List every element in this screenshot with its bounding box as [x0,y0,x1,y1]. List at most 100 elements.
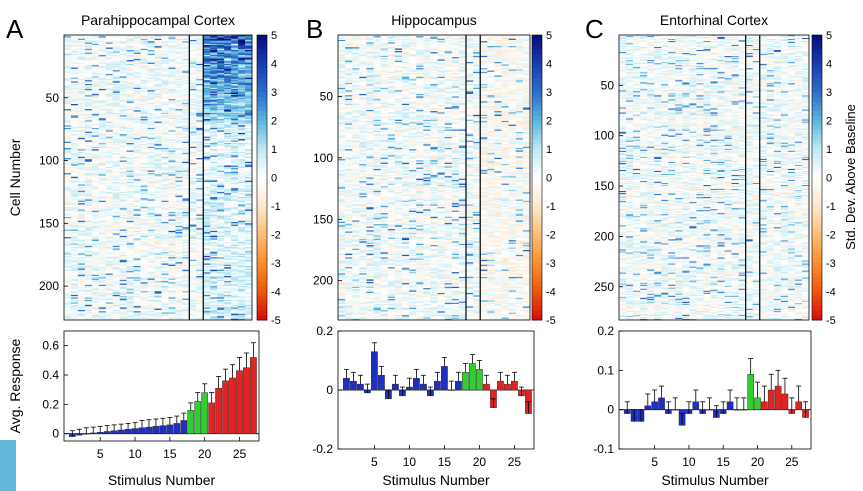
heatmap-cell [245,99,253,101]
heatmap-cell [189,185,197,188]
heatmap-cell [196,166,204,169]
heatmap-cell [105,112,114,115]
heatmap-cell [203,163,211,165]
heatmap-cell [175,171,183,174]
heatmap-cell [64,77,72,80]
heatmap-cell [161,127,169,130]
heatmap-cell [210,105,218,107]
heatmap-cell [203,53,211,56]
heatmap-cell [203,48,211,51]
heatmap-cell [98,145,107,148]
heatmap-cell [112,165,120,168]
heatmap-cell [140,166,148,169]
heatmap-cell [175,161,183,164]
heatmap-cell [196,156,204,159]
heatmap-cell [224,58,232,61]
heatmap-cell [182,191,190,194]
heatmap-cell [105,81,114,84]
heatmap-cell [133,97,141,100]
heatmap-cell [105,101,114,104]
heatmap-cell [91,63,100,66]
heatmap-cell [182,55,190,57]
heatmap-cell [98,77,107,80]
heatmap-cell [133,73,141,76]
heatmap-cell [217,75,225,77]
heatmap-cell [70,109,79,111]
heatmap-cell [168,76,176,78]
heatmap-cell [119,102,127,105]
heatmap-cell [154,149,162,151]
heatmap-cell [77,154,86,156]
heatmap-cell [98,136,107,139]
heatmap-cell [147,35,155,37]
heatmap-cell [64,159,72,161]
heatmap-cell [98,141,107,144]
heatmap-cell [84,127,93,130]
heatmap-cell [64,60,72,62]
heatmap-cell [154,70,162,72]
heatmap-cell [217,158,225,160]
heatmap-cell [91,158,100,160]
heatmap-cell [119,91,127,94]
heatmap-cell [140,181,148,184]
heatmap-cell [84,66,93,68]
heatmap-cell [168,65,176,67]
heatmap-cell [231,76,239,78]
heatmap-cell [98,191,107,194]
heatmap-cell [168,90,176,92]
heatmap-cell [210,95,218,97]
heatmap-cell [238,180,246,183]
heatmap-cell [210,125,218,127]
heatmap-cell [168,189,176,191]
heatmap-cell [119,71,127,73]
heatmap-cell [119,63,127,66]
heatmap-cell [98,95,107,97]
heatmap-cell [161,97,169,100]
heatmap-cell [154,144,162,146]
heatmap-cell [112,40,120,42]
heatmap-cell [112,148,120,150]
heatmap-cell [168,78,176,81]
heatmap-cell [245,100,253,102]
heatmap-cell [203,58,211,61]
heatmap-cell [112,38,120,41]
heatmap-cell [119,104,127,106]
heatmap-cell [203,109,211,111]
heatmap-cell [175,111,183,114]
heatmap-cell [119,130,127,132]
heatmap-cell [112,70,120,72]
heatmap-cell [196,115,204,117]
heatmap-cell [91,100,100,102]
heatmap-cell [182,179,190,181]
heatmap-cell [84,87,93,90]
heatmap-cell [98,156,107,159]
heatmap-cell [154,168,162,170]
heatmap-cell [161,150,169,153]
heatmap-cell [175,75,183,77]
heatmap-cell [105,181,114,184]
heatmap-cell [147,145,155,148]
heatmap-cell [182,106,190,109]
heatmap-cell [168,149,176,151]
heatmap-cell [91,144,100,146]
heatmap-cell [84,91,93,94]
heatmap-cell [105,66,114,68]
heatmap-cell [77,40,86,42]
heatmap-cell [147,51,155,53]
heatmap-cell [119,166,127,169]
heatmap-cell [133,56,141,58]
heatmap-cell [175,95,183,97]
heatmap-cell [217,159,225,161]
heatmap-cell [224,71,232,73]
heatmap-cell [154,58,162,61]
heatmap-cell [98,171,107,174]
heatmap-cell [133,114,141,116]
heatmap-cell [196,42,204,45]
heatmap-cell [64,142,72,145]
heatmap-cell [238,109,246,111]
heatmap-cell [84,124,93,126]
heatmap-cell [70,119,79,121]
heatmap-cell [210,148,218,150]
heatmap-cell [161,125,169,127]
heatmap-cell [203,164,211,166]
